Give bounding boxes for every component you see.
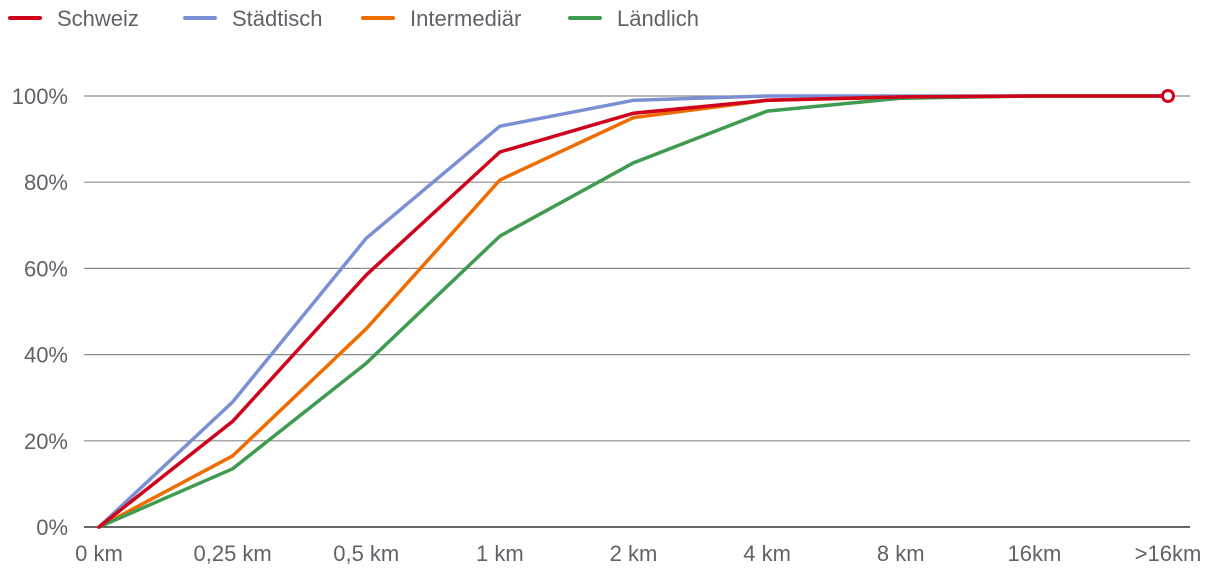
x-tick-label: 8 km: [877, 541, 925, 566]
x-tick-label: 4 km: [743, 541, 791, 566]
x-axis-ticks: 0 km 0,25 km 0,5 km 1 km 2 km 4 km 8 km 16km >16…: [75, 541, 1201, 566]
y-tick-label: 80%: [24, 170, 68, 195]
legend-label: Ländlich: [617, 6, 699, 31]
x-tick-label: 0,25 km: [193, 541, 271, 566]
legend-item-staedtisch: Städtisch: [183, 6, 323, 31]
x-tick-label: 0,5 km: [333, 541, 399, 566]
y-tick-label: 100%: [12, 84, 68, 109]
series-line-laendlich: [97, 94, 1170, 529]
y-axis-ticks: 0% 20% 40% 60% 80% 100%: [12, 84, 68, 540]
y-tick-label: 60%: [24, 256, 68, 281]
legend-item-intermediaer: Intermediär: [361, 6, 521, 31]
x-tick-label: 2 km: [610, 541, 658, 566]
series-line-schweiz: [97, 94, 1170, 529]
legend-item-laendlich: Ländlich: [568, 6, 699, 31]
legend-label: Schweiz: [57, 6, 139, 31]
legend-label: Intermediär: [410, 6, 521, 31]
x-tick-label: >16km: [1135, 541, 1202, 566]
series-line-staedtisch: [97, 94, 1170, 529]
y-tick-label: 0%: [36, 515, 68, 540]
series-lines: [97, 94, 1170, 529]
series-markers: [1161, 89, 1175, 103]
legend-item-schweiz: Schweiz: [8, 6, 139, 31]
x-tick-label: 0 km: [75, 541, 123, 566]
legend: Schweiz Städtisch Intermediär Ländlich: [8, 6, 699, 31]
y-tick-label: 40%: [24, 343, 68, 368]
series-line-intermediaer: [97, 94, 1170, 529]
x-tick-label: 16km: [1007, 541, 1061, 566]
legend-label: Städtisch: [232, 6, 323, 31]
y-tick-label: 20%: [24, 429, 68, 454]
x-tick-label: 1 km: [476, 541, 524, 566]
end-point-marker-schweiz: [1161, 89, 1175, 103]
